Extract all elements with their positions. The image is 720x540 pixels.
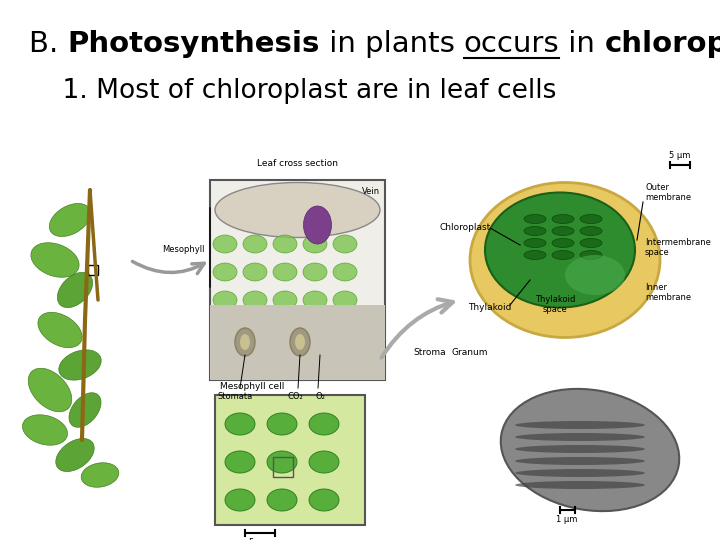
Ellipse shape [55,438,94,471]
Ellipse shape [81,463,119,487]
Bar [273,457,293,477]
Text: 5 μm: 5 μm [249,538,271,540]
Ellipse shape [309,489,339,511]
Ellipse shape [267,413,297,435]
Text: Photosynthesis: Photosynthesis [67,30,320,58]
Ellipse shape [31,242,79,278]
Ellipse shape [580,239,602,247]
Ellipse shape [240,334,250,350]
Text: 1. Most of chloroplast are in leaf cells: 1. Most of chloroplast are in leaf cells [29,78,556,104]
Text: Stomata: Stomata [217,392,253,401]
Ellipse shape [552,251,574,260]
Text: Mesophyll cell: Mesophyll cell [220,382,284,391]
Ellipse shape [213,235,237,253]
Text: CO₂: CO₂ [287,392,303,401]
Ellipse shape [500,389,679,511]
Bar [210,305,385,380]
Ellipse shape [524,251,546,260]
Text: O₂: O₂ [315,392,325,401]
Ellipse shape [333,235,357,253]
Ellipse shape [333,291,357,309]
Ellipse shape [552,239,574,247]
Ellipse shape [515,421,645,429]
Bar [215,395,365,525]
Ellipse shape [515,457,645,465]
Text: 5 μm: 5 μm [670,151,690,160]
Ellipse shape [552,214,574,224]
Ellipse shape [515,433,645,441]
Text: in: in [559,30,605,58]
Text: in plants: in plants [320,30,464,58]
Ellipse shape [267,451,297,473]
Ellipse shape [243,291,267,309]
Ellipse shape [304,206,331,244]
Ellipse shape [213,291,237,309]
Ellipse shape [28,368,72,412]
Text: occurs: occurs [464,30,559,58]
Text: Granum: Granum [451,348,488,357]
Text: 1 μm: 1 μm [557,515,577,524]
Ellipse shape [515,445,645,453]
Text: Outer
membrane: Outer membrane [645,183,691,202]
Ellipse shape [215,183,380,238]
Ellipse shape [552,226,574,235]
Ellipse shape [273,235,297,253]
Ellipse shape [225,451,255,473]
FancyArrowPatch shape [382,299,453,357]
Text: B.: B. [29,30,67,58]
Text: Intermembrane
space: Intermembrane space [645,238,711,257]
Ellipse shape [38,312,82,348]
Ellipse shape [580,251,602,260]
Text: Vein: Vein [362,187,380,197]
Ellipse shape [524,239,546,247]
Bar [88,265,98,275]
Ellipse shape [580,214,602,224]
Ellipse shape [58,272,93,308]
Ellipse shape [267,489,297,511]
Ellipse shape [49,204,91,237]
Ellipse shape [515,469,645,477]
Bar [210,180,385,380]
Text: Thylakoid
space: Thylakoid space [535,295,575,314]
Ellipse shape [485,192,635,307]
Text: Chloroplast: Chloroplast [440,223,491,232]
Ellipse shape [303,235,327,253]
Ellipse shape [225,413,255,435]
Ellipse shape [333,263,357,281]
Ellipse shape [309,451,339,473]
Ellipse shape [235,328,255,356]
Ellipse shape [290,328,310,356]
Ellipse shape [59,350,102,380]
Ellipse shape [273,291,297,309]
Text: Thylakoid: Thylakoid [468,303,512,312]
FancyArrowPatch shape [132,261,204,274]
Ellipse shape [243,235,267,253]
Text: chloroplasts: chloroplasts [605,30,720,58]
Ellipse shape [524,226,546,235]
Text: Inner
membrane: Inner membrane [645,282,691,302]
Text: Mesophyll: Mesophyll [163,246,205,254]
Ellipse shape [243,263,267,281]
Ellipse shape [303,291,327,309]
Ellipse shape [524,214,546,224]
Ellipse shape [225,489,255,511]
Text: Leaf cross section: Leaf cross section [257,159,338,168]
Ellipse shape [295,334,305,350]
Ellipse shape [303,263,327,281]
Text: Stroma: Stroma [414,348,446,357]
Ellipse shape [69,393,101,427]
Ellipse shape [470,183,660,338]
Ellipse shape [580,226,602,235]
Ellipse shape [273,263,297,281]
Ellipse shape [22,415,68,445]
Ellipse shape [565,255,625,295]
Ellipse shape [515,481,645,489]
Ellipse shape [213,263,237,281]
Ellipse shape [309,413,339,435]
